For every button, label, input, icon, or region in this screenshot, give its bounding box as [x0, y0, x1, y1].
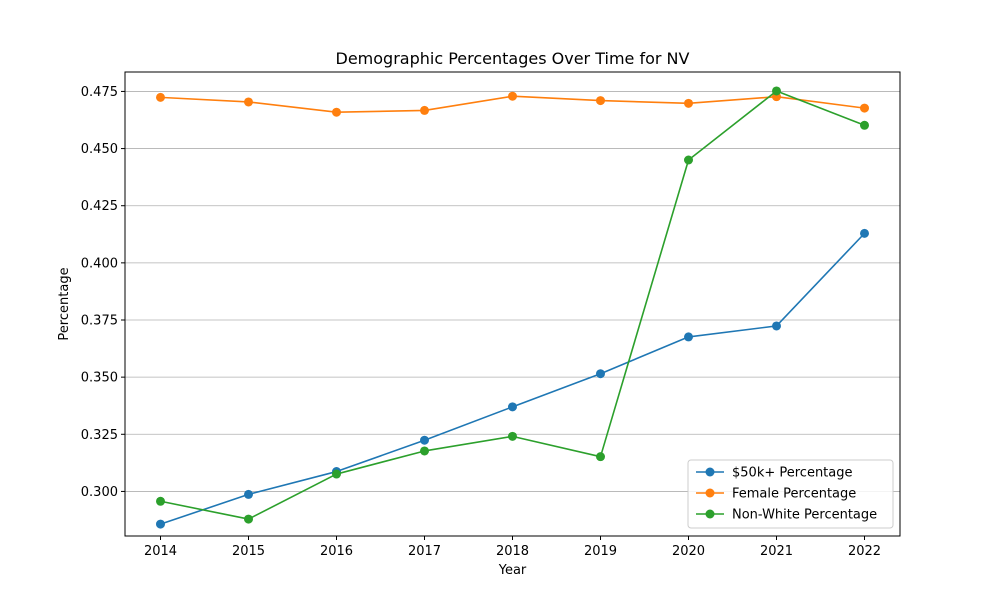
y-tick-label: 0.350 — [81, 371, 118, 386]
x-tick-label: 2021 — [760, 544, 793, 559]
y-tick-label: 0.325 — [81, 428, 118, 443]
data-point — [332, 107, 341, 117]
legend-swatch-marker — [705, 467, 715, 477]
legend: $50k+ Percentage Female Percentage Non-Whi… — [687, 459, 894, 529]
series-1 — [156, 91, 869, 117]
data-point — [860, 228, 869, 238]
data-point — [244, 489, 253, 499]
y-tick-label: 0.425 — [81, 199, 118, 214]
x-tick-label: 2019 — [584, 544, 617, 559]
data-point — [420, 105, 429, 115]
legend-item: Female Percentage — [696, 487, 856, 502]
data-point — [596, 369, 605, 379]
data-point — [156, 519, 165, 529]
y-tick-label: 0.475 — [81, 85, 118, 100]
data-point — [684, 332, 693, 342]
data-point — [596, 452, 605, 462]
data-point — [508, 91, 517, 101]
data-point — [420, 446, 429, 456]
y-tick-label: 0.300 — [81, 485, 118, 500]
y-tick-label: 0.450 — [81, 142, 118, 157]
data-point — [244, 97, 253, 107]
x-tick-label: 2022 — [848, 544, 881, 559]
legend-label: Female Percentage — [732, 487, 856, 502]
data-point — [860, 120, 869, 130]
legend-label: Non-White Percentage — [732, 508, 877, 523]
data-point — [156, 92, 165, 102]
data-point — [684, 98, 693, 108]
x-tick-label: 2015 — [232, 544, 265, 559]
legend-label: $50k+ Percentage — [732, 466, 853, 481]
x-axis-label: Year — [498, 563, 527, 578]
legend-swatch-marker — [705, 509, 715, 519]
legend-swatch-marker — [705, 488, 715, 498]
data-point — [244, 514, 253, 524]
series-2 — [156, 86, 869, 524]
y-tick-label: 0.375 — [81, 314, 118, 329]
data-point — [860, 103, 869, 113]
data-point — [772, 321, 781, 331]
series-0 — [156, 228, 869, 529]
data-point — [508, 402, 517, 412]
x-tick-label: 2014 — [144, 544, 177, 559]
x-tick-label: 2020 — [672, 544, 705, 559]
data-point — [596, 96, 605, 106]
grid-lines — [125, 91, 900, 492]
x-tick-label: 2017 — [408, 544, 441, 559]
chart-title: Demographic Percentages Over Time for NV — [336, 49, 690, 68]
x-tick-label: 2018 — [496, 544, 529, 559]
x-axis-ticks: 2014 2015 2016 2017 2018 2019 2020 2021 2022 — [144, 536, 881, 559]
series-lines — [156, 86, 869, 529]
y-axis-label: Percentage — [57, 267, 72, 340]
legend-box — [687, 459, 894, 529]
legend-item: $50k+ Percentage — [696, 466, 853, 481]
data-point — [508, 431, 517, 441]
y-tick-label: 0.400 — [81, 256, 118, 271]
data-point — [332, 469, 341, 479]
legend-item: Non-White Percentage — [696, 508, 877, 523]
y-axis-ticks: 0.300 0.325 0.350 0.375 0.400 0.425 0.450 0.475 — [81, 85, 125, 500]
data-point — [420, 435, 429, 445]
x-tick-label: 2016 — [320, 544, 353, 559]
data-point — [772, 86, 781, 96]
data-point — [684, 155, 693, 165]
plot-area — [125, 72, 900, 536]
data-point — [156, 496, 165, 506]
